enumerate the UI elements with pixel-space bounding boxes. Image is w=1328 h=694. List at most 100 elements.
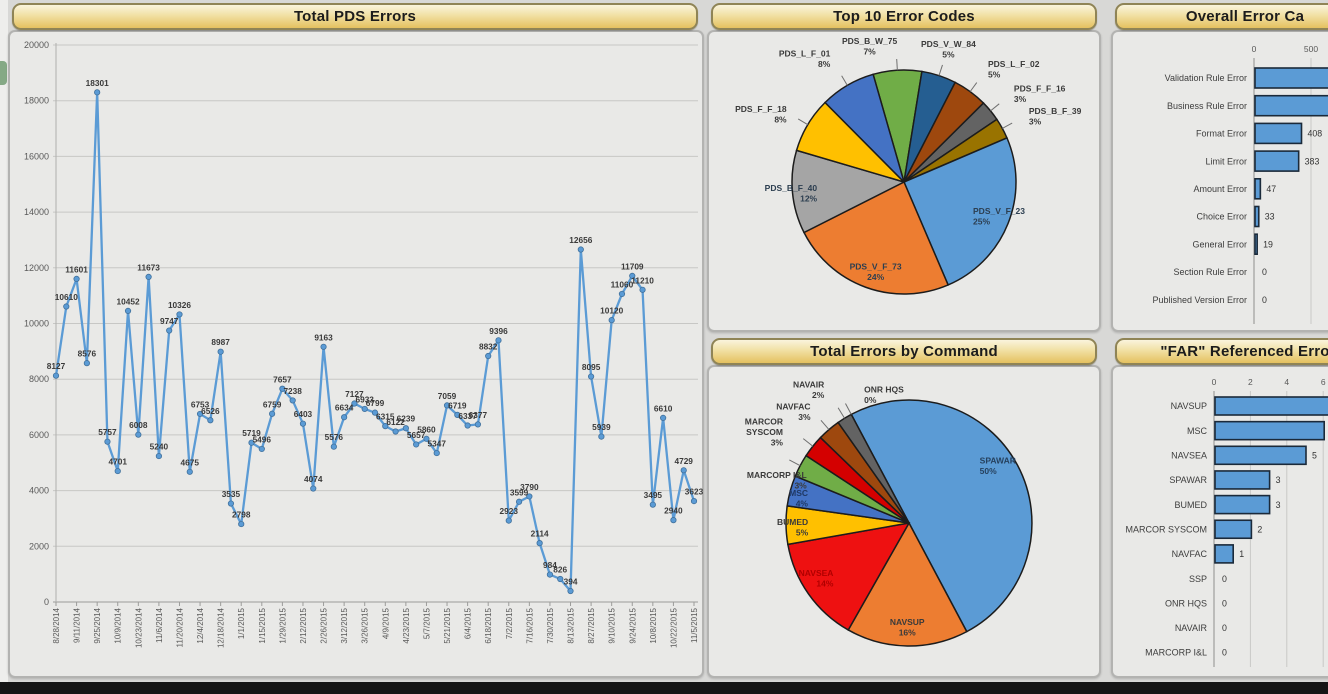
panel-top-10-error-codes[interactable]: PDS_B_W_75 7% PDS_V_W_84 5% PDS_L_F_02 5% PDS_…	[707, 30, 1101, 332]
svg-text:4074: 4074	[304, 474, 323, 484]
chart-title-overall-error-categories: Overall Error Ca	[1115, 3, 1328, 30]
svg-text:MSC: MSC	[1187, 426, 1208, 436]
panel-total-errors-by-command[interactable]: SPAWAR 50% NAVSUP 16% NAVSEA 14% BUMED 5% MSC 4% M…	[707, 365, 1101, 678]
svg-text:18301: 18301	[86, 78, 109, 88]
svg-text:10/9/2014: 10/9/2014	[114, 607, 123, 643]
svg-text:7/2/2015: 7/2/2015	[505, 607, 514, 639]
svg-text:5496: 5496	[253, 434, 272, 444]
svg-text:12000: 12000	[24, 263, 49, 273]
svg-text:19: 19	[1263, 239, 1273, 249]
svg-text:NAVSEA: NAVSEA	[1171, 451, 1207, 461]
bar-chart-overall-error-categories[interactable]: 0 500 Validation Rule Error Business Rule E…	[1113, 32, 1328, 330]
svg-text:PDS_F_F_163%: PDS_F_F_16 3%	[1014, 84, 1066, 105]
pie-chart-total-errors-by-command[interactable]: SPAWAR 50%NAVSUP 16%NAVSEA 14%BUMED 5%MSC 4%M…	[709, 367, 1099, 676]
svg-text:9/25/2014: 9/25/2014	[93, 607, 102, 643]
svg-text:8/28/2014: 8/28/2014	[52, 607, 61, 643]
svg-text:Amount Error: Amount Error	[1193, 184, 1247, 194]
svg-text:9/10/2015: 9/10/2015	[608, 607, 617, 643]
svg-text:8/13/2015: 8/13/2015	[567, 607, 576, 643]
svg-text:0: 0	[1262, 295, 1267, 305]
svg-text:NAVFAC: NAVFAC	[1172, 549, 1208, 559]
svg-text:6719: 6719	[448, 400, 467, 410]
svg-text:6/4/2015: 6/4/2015	[464, 607, 473, 639]
svg-text:6933: 6933	[355, 394, 374, 404]
svg-text:MARCORP I&L3%: MARCORP I&L 3%	[747, 470, 807, 491]
svg-text:3495: 3495	[644, 490, 663, 500]
svg-text:PDS_B_W_757%: PDS_B_W_75 7%	[842, 36, 898, 57]
svg-text:5240: 5240	[150, 442, 169, 452]
svg-text:10610: 10610	[55, 292, 78, 302]
svg-text:4000: 4000	[29, 486, 49, 496]
svg-text:9396: 9396	[489, 326, 508, 336]
svg-text:9747: 9747	[160, 316, 179, 326]
svg-text:6/18/2015: 6/18/2015	[484, 607, 493, 643]
chart-title-total-pds-errors: Total PDS Errors	[12, 3, 698, 30]
svg-text:6315: 6315	[376, 412, 395, 422]
svg-text:3599: 3599	[510, 487, 529, 497]
svg-text:2: 2	[1257, 524, 1262, 534]
svg-text:10/8/2015: 10/8/2015	[649, 607, 658, 643]
svg-text:PDS_F_F_188%: PDS_F_F_18 8%	[735, 104, 787, 125]
svg-text:7059: 7059	[438, 391, 457, 401]
svg-text:0: 0	[1222, 648, 1227, 658]
svg-text:6008: 6008	[129, 420, 148, 430]
svg-text:5860: 5860	[417, 424, 436, 434]
svg-text:6122: 6122	[386, 417, 405, 427]
svg-text:2000: 2000	[29, 541, 49, 551]
pie-chart-top-10-error-codes[interactable]: PDS_B_W_75 7% PDS_V_W_84 5% PDS_L_F_02 5% PDS_…	[709, 32, 1099, 330]
svg-text:5657: 5657	[407, 430, 426, 440]
panel-total-pds-errors[interactable]: 0 2000 4000 6000 8000 10000 12000 14000 16000 180…	[8, 30, 704, 678]
svg-text:10/23/2014: 10/23/2014	[134, 607, 143, 648]
panel-far-referenced-errors[interactable]: 0 2 4 6 NAVSUP MSC NAVSEA 5 SPAWAR 3 BUMED 3 MARCOR …	[1111, 365, 1328, 678]
bar-chart-far-referenced-errors[interactable]: 0 2 4 6 NAVSUP MSC NAVSEA 5 SPAWAR 3 BUMED 3 MARCOR …	[1113, 367, 1328, 676]
svg-text:2940: 2940	[664, 506, 683, 516]
svg-text:12/4/2014: 12/4/2014	[196, 607, 205, 643]
svg-text:SPAWAR: SPAWAR	[1169, 475, 1207, 485]
svg-text:0: 0	[1222, 574, 1227, 584]
panel-overall-error-categories[interactable]: 0 500 Validation Rule Error Business Rule E…	[1111, 30, 1328, 332]
svg-text:6: 6	[1321, 377, 1326, 387]
svg-text:500: 500	[1304, 44, 1318, 54]
svg-text:18000: 18000	[24, 96, 49, 106]
svg-text:6634: 6634	[335, 403, 354, 413]
svg-text:6759: 6759	[263, 399, 282, 409]
svg-text:6403: 6403	[294, 409, 313, 419]
svg-text:20000: 20000	[24, 40, 49, 50]
svg-text:8987: 8987	[211, 337, 230, 347]
svg-text:6526: 6526	[201, 406, 220, 416]
svg-text:Validation Rule Error: Validation Rule Error	[1165, 73, 1247, 83]
svg-text:5: 5	[1312, 451, 1317, 461]
svg-text:3: 3	[1276, 475, 1281, 485]
line-chart-total-pds-errors[interactable]: 0 2000 4000 6000 8000 10000 12000 14000 16000 180…	[10, 32, 704, 676]
svg-text:PDS_L_F_018%: PDS_L_F_01 8%	[779, 48, 831, 69]
svg-text:7127: 7127	[345, 389, 364, 399]
svg-text:9/11/2014: 9/11/2014	[73, 607, 82, 643]
svg-text:3/26/2015: 3/26/2015	[361, 607, 370, 643]
svg-text:10452: 10452	[116, 296, 139, 306]
svg-text:ONR HQS: ONR HQS	[1165, 598, 1207, 608]
svg-text:6799: 6799	[366, 398, 385, 408]
svg-text:14000: 14000	[24, 207, 49, 217]
svg-text:NAVAIR: NAVAIR	[1175, 623, 1208, 633]
svg-text:PDS_V_W_845%: PDS_V_W_84 5%	[921, 39, 976, 60]
svg-text:7238: 7238	[283, 386, 302, 396]
svg-text:8/27/2015: 8/27/2015	[587, 607, 596, 643]
svg-text:3790: 3790	[520, 482, 539, 492]
svg-text:11/5/2015: 11/5/2015	[690, 607, 699, 643]
svg-text:2: 2	[1248, 377, 1253, 387]
svg-text:10/22/2015: 10/22/2015	[669, 607, 678, 648]
svg-text:3623: 3623	[685, 487, 704, 497]
svg-text:8576: 8576	[78, 349, 97, 359]
bottom-black-bar	[0, 682, 1328, 694]
svg-text:0: 0	[1262, 267, 1267, 277]
chart-title-top-10-error-codes: Top 10 Error Codes	[711, 3, 1097, 30]
svg-text:3535: 3535	[222, 489, 241, 499]
svg-text:8127: 8127	[47, 361, 66, 371]
